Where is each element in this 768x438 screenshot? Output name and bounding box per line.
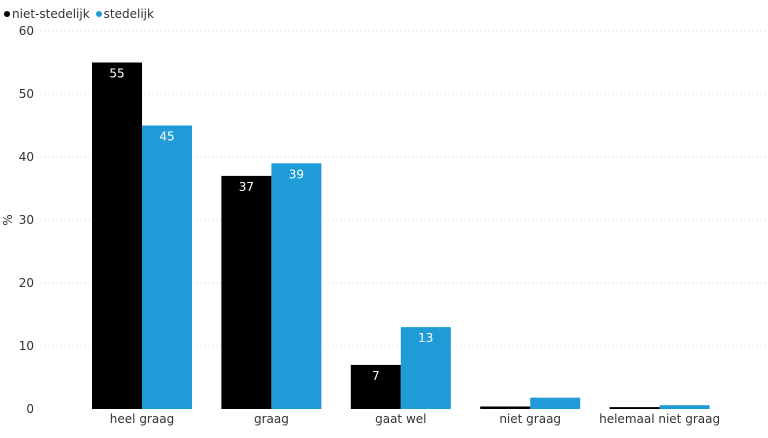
y-tick-label: 40 <box>19 150 34 164</box>
x-axis-categories: heel graag graag gaat wel niet graag helemaa… <box>110 412 720 426</box>
y-tick-label: 20 <box>19 276 34 290</box>
legend-marker-icon <box>4 11 10 17</box>
x-tick-label: helemaal niet graag <box>599 412 720 426</box>
bar-niet-stedelijk-helemaal-niet-graag[interactable] <box>609 407 660 409</box>
bar-stedelijk-graag[interactable] <box>271 163 322 409</box>
y-tick-label: 0 <box>26 402 34 416</box>
x-tick-label: graag <box>254 412 289 426</box>
y-tick-label: 50 <box>19 87 34 101</box>
y-axis-label: % <box>1 214 15 225</box>
legend-item-niet-stedelijk[interactable]: niet-stedelijk <box>4 7 90 21</box>
bar-niet-stedelijk-gaat-wel[interactable] <box>350 364 401 409</box>
bar-niet-stedelijk-heel-graag[interactable] <box>92 62 142 410</box>
legend-label: stedelijk <box>103 7 154 21</box>
y-tick-label: 10 <box>19 339 34 353</box>
legend-marker-icon <box>95 11 102 17</box>
x-tick-label: niet graag <box>499 412 561 426</box>
data-label: 13 <box>418 331 433 345</box>
bar-stedelijk-helemaal-niet-graag[interactable] <box>659 405 710 409</box>
legend: niet-stedelijk stedelijk <box>4 6 160 22</box>
data-labels: 55 45 37 39 7 13 <box>109 67 433 383</box>
data-label: 45 <box>159 130 174 144</box>
legend-label: niet-stedelijk <box>12 7 90 21</box>
x-tick-label: gaat wel <box>375 412 426 426</box>
bar-stedelijk-gaat-wel[interactable] <box>400 327 451 409</box>
y-tick-label: 60 <box>19 24 34 38</box>
bar-stedelijk-niet-graag[interactable] <box>530 397 581 409</box>
bars <box>92 62 710 410</box>
bar-niet-stedelijk-niet-graag[interactable] <box>480 406 531 409</box>
data-label: 37 <box>239 180 254 194</box>
x-tick-label: heel graag <box>110 412 174 426</box>
data-label: 55 <box>109 67 124 81</box>
data-label: 7 <box>372 369 380 383</box>
y-axis-ticks: 0 10 20 30 40 50 60 <box>19 24 34 416</box>
legend-item-stedelijk[interactable]: stedelijk <box>95 7 154 21</box>
y-tick-label: 30 <box>19 213 34 227</box>
data-label: 39 <box>289 167 304 181</box>
bar-stedelijk-heel-graag[interactable] <box>142 125 192 410</box>
bar-niet-stedelijk-graag[interactable] <box>221 175 272 409</box>
